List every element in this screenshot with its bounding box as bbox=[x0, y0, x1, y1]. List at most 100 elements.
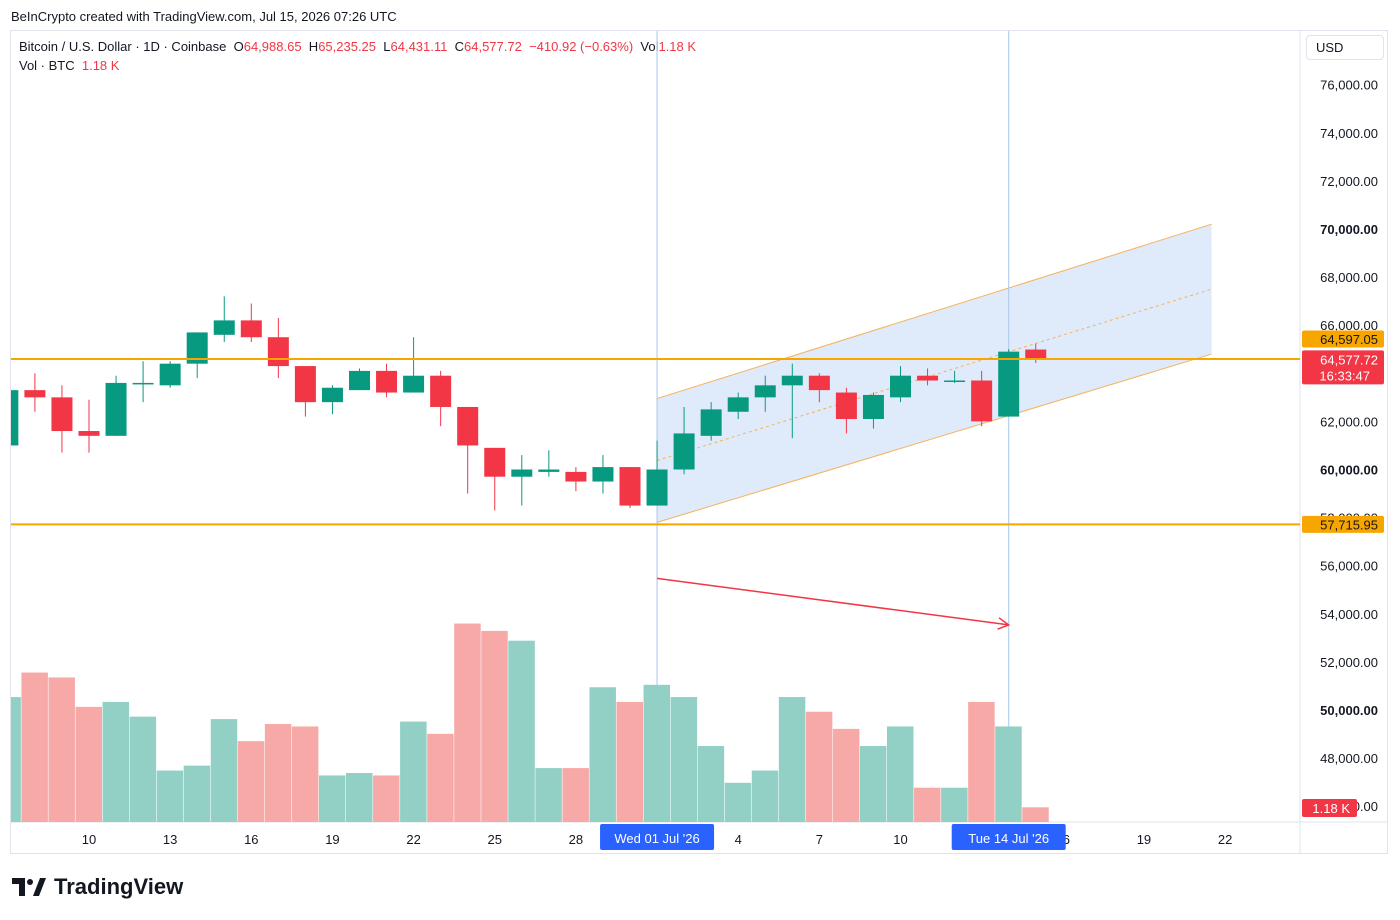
volume-bar bbox=[832, 728, 860, 822]
candle-body bbox=[646, 469, 668, 506]
currency-selector[interactable]: USD bbox=[1306, 35, 1384, 60]
candle-body bbox=[944, 380, 966, 383]
candle-body bbox=[862, 394, 884, 419]
volume-bar bbox=[1022, 807, 1049, 822]
candle-body bbox=[484, 447, 506, 477]
candle-body bbox=[808, 375, 830, 391]
price-tick-label: 68,000.00 bbox=[1320, 270, 1378, 285]
volume-bar bbox=[21, 672, 48, 822]
chart-credit: BeInCrypto created with TradingView.com,… bbox=[11, 9, 397, 24]
candle-body bbox=[24, 390, 46, 398]
volume-bar bbox=[562, 768, 589, 822]
candle-body bbox=[619, 467, 641, 506]
volume-bar bbox=[318, 775, 346, 822]
time-tick-label: 25 bbox=[488, 832, 502, 847]
bar-countdown: 16:33:47 bbox=[1319, 368, 1370, 383]
time-tick-label: 10 bbox=[82, 832, 96, 847]
volume-bar bbox=[751, 770, 779, 822]
volume-bar bbox=[210, 719, 238, 822]
candle-body bbox=[971, 380, 993, 422]
channel-lower-line bbox=[656, 353, 1212, 523]
time-tick-label: 19 bbox=[1137, 832, 1151, 847]
volume-bar bbox=[183, 765, 211, 822]
volume-bar bbox=[643, 684, 671, 822]
level-badge-1: 64,597.05 bbox=[1320, 332, 1378, 347]
price-tick-label: 48,000.00 bbox=[1320, 751, 1378, 766]
candle-body bbox=[998, 351, 1020, 417]
volume-bar bbox=[156, 770, 184, 822]
candle-body bbox=[132, 382, 154, 385]
volume-bar bbox=[589, 687, 616, 822]
candle-body bbox=[890, 375, 911, 398]
volume-bar bbox=[616, 701, 643, 822]
last-price-badge-bg bbox=[1302, 350, 1384, 385]
time-tick-label: 16 bbox=[244, 832, 258, 847]
volume-study-label[interactable]: Vol · BTC bbox=[19, 58, 75, 73]
volume-bar bbox=[291, 726, 319, 822]
time-tick-label: 13 bbox=[163, 832, 177, 847]
chart-frame bbox=[10, 30, 1388, 854]
date-badge-1: Wed 01 Jul '26 bbox=[614, 831, 699, 846]
time-tick-label: 22 bbox=[1218, 832, 1232, 847]
candle-body bbox=[592, 467, 614, 482]
price-tick-label: 74,000.00 bbox=[1320, 126, 1378, 141]
candle-body bbox=[1025, 349, 1047, 360]
candle-body bbox=[700, 409, 722, 436]
symbol-label[interactable]: Bitcoin / U.S. Dollar · 1D · Coinbase bbox=[19, 39, 227, 54]
level-badge-2-bg bbox=[1302, 515, 1384, 533]
volume-badge-bg bbox=[1302, 799, 1357, 817]
low-value: 64,431.11 bbox=[390, 39, 448, 54]
date-badge-bg-2 bbox=[951, 824, 1066, 850]
time-tick-label: 19 bbox=[325, 832, 339, 847]
low-label: L bbox=[383, 39, 391, 54]
time-tick-label: 4 bbox=[735, 832, 742, 847]
vol-label: Vol bbox=[640, 39, 659, 54]
price-tick-label: 54,000.00 bbox=[1320, 607, 1378, 622]
channel-median-line bbox=[656, 288, 1212, 461]
candle-body bbox=[321, 387, 343, 403]
volume-bar bbox=[805, 711, 833, 822]
candle-body bbox=[78, 431, 100, 436]
open-value: 64,988.65 bbox=[243, 39, 302, 54]
volume-bar bbox=[264, 724, 292, 822]
level-badge-1-bg bbox=[1302, 330, 1384, 348]
candle-body bbox=[781, 375, 803, 386]
date-badge-2: Tue 14 Jul '26 bbox=[968, 831, 1049, 846]
channel-upper-line bbox=[656, 223, 1212, 400]
open-label: O bbox=[233, 39, 244, 54]
candle-body bbox=[835, 392, 857, 419]
ohlc-legend: Bitcoin / U.S. Dollar · 1D · Coinbase O6… bbox=[19, 39, 696, 54]
candle-body bbox=[186, 332, 208, 364]
volume-bar bbox=[129, 716, 157, 822]
candle-body bbox=[403, 375, 425, 393]
volume-bar bbox=[102, 701, 130, 822]
price-tick-label: 72,000.00 bbox=[1320, 174, 1378, 189]
tradingview-logo-icon bbox=[12, 878, 46, 896]
brand-name: TradingView bbox=[54, 874, 184, 899]
candle-body bbox=[673, 433, 695, 470]
candle-body bbox=[11, 390, 19, 446]
volume-bar bbox=[508, 640, 535, 822]
time-tick-label: 10 bbox=[893, 832, 907, 847]
volume-bar bbox=[941, 787, 968, 822]
candle-body bbox=[294, 366, 316, 403]
candle-body bbox=[917, 375, 939, 381]
volume-bar bbox=[859, 746, 887, 822]
price-tick-label: 52,000.00 bbox=[1320, 655, 1378, 670]
candle-body bbox=[349, 370, 370, 391]
parallel-channel-fill bbox=[657, 224, 1212, 523]
volume-bar bbox=[48, 677, 75, 822]
candle-body bbox=[430, 375, 452, 407]
close-value: 64,577.72 bbox=[464, 39, 522, 54]
volume-bar bbox=[670, 697, 698, 822]
volume-bar bbox=[995, 726, 1022, 822]
volume-legend: Vol · BTC 1.18 K bbox=[19, 58, 119, 73]
tradingview-brand: TradingView bbox=[12, 874, 183, 900]
price-tick-label: 66,000.00 bbox=[1320, 318, 1378, 333]
candle-body bbox=[727, 397, 749, 412]
candle-body bbox=[511, 469, 533, 477]
volume-badge: 1.18 K bbox=[1312, 801, 1350, 816]
volume-bar bbox=[454, 623, 481, 822]
volume-bar bbox=[237, 741, 265, 822]
